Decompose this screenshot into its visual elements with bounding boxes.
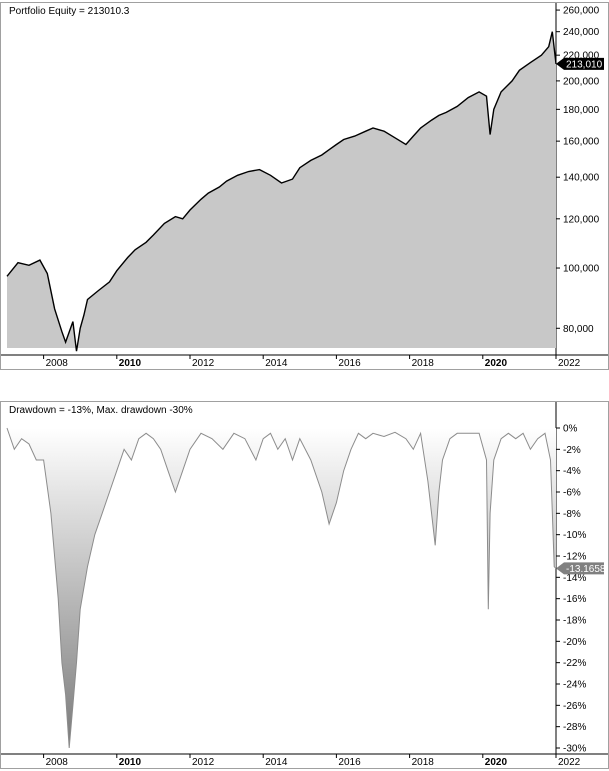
y-tick-label: -20% <box>563 637 586 648</box>
last-value-label: -13.1658 <box>566 564 606 575</box>
last-value-tag <box>556 562 604 575</box>
x-tick-label: 2012 <box>192 358 215 369</box>
y-tick-label: 260,000 <box>563 6 600 17</box>
x-tick-label: 2010 <box>119 358 142 369</box>
y-tick-label: 140,000 <box>563 173 600 184</box>
y-tick-label: 0% <box>563 424 578 435</box>
x-tick-label: 2014 <box>265 358 288 369</box>
x-tick-label: 2020 <box>485 757 508 768</box>
last-value-label: 213,010 <box>566 59 603 70</box>
equity-chart-panel: 80,000 100,000 120,000 140,000 160,000 180,00… <box>0 2 609 370</box>
y-tick-label: -28% <box>563 722 586 733</box>
series-line <box>6 31 557 352</box>
series-line <box>6 427 557 749</box>
y-tick-label: 240,000 <box>563 27 600 38</box>
y-tick-label: 200,000 <box>563 76 600 87</box>
x-tick-label: 2008 <box>46 757 69 768</box>
y-tick-label: -10% <box>563 530 586 541</box>
x-tick-label: 2016 <box>338 358 361 369</box>
drawdown-chart-title: Drawdown = -13%, Max. drawdown -30% <box>9 405 193 416</box>
x-tick-label: 2022 <box>558 757 581 768</box>
y-tick-label: -16% <box>563 594 586 605</box>
y-tick-label: -6% <box>563 488 581 499</box>
x-tick-label: 2008 <box>46 358 69 369</box>
y-tick-label: -12% <box>563 552 586 563</box>
x-tick-label: 2014 <box>265 757 288 768</box>
series-area <box>7 31 556 352</box>
y-tick-label: -26% <box>563 701 586 712</box>
equity-chart-svg: 80,000 100,000 120,000 140,000 160,000 180,00… <box>1 3 608 369</box>
y-tick-label: 80,000 <box>563 324 594 335</box>
last-value-tag <box>556 57 604 70</box>
y-tick-label: 220,000 <box>563 51 600 62</box>
y-tick-label: 180,000 <box>563 105 600 116</box>
x-tick-label: 2012 <box>192 757 215 768</box>
drawdown-chart-panel: 0% -2% -4% -6% -8% -10% -12% -14% -16% -18% -20% -2… <box>0 401 609 769</box>
x-tick-label: 2016 <box>338 757 361 768</box>
y-tick-label: -14% <box>563 573 586 584</box>
y-tick-label: -2% <box>563 445 581 456</box>
y-tick-label: 160,000 <box>563 137 600 148</box>
y-tick-label: -8% <box>563 509 581 520</box>
y-tick-label: -18% <box>563 616 586 627</box>
y-tick-label: -22% <box>563 658 586 669</box>
y-tick-label: 100,000 <box>563 264 600 275</box>
y-tick-label: -4% <box>563 466 581 477</box>
y-tick-label: -24% <box>563 680 586 691</box>
y-tick-label: -30% <box>563 744 586 755</box>
x-tick-label: 2022 <box>558 358 581 369</box>
x-tick-label: 2018 <box>412 358 435 369</box>
equity-chart-title: Portfolio Equity = 213010.3 <box>9 6 130 17</box>
series-area <box>7 428 556 748</box>
y-tick-label: 120,000 <box>563 214 600 225</box>
x-tick-label: 2020 <box>485 358 508 369</box>
x-tick-label: 2010 <box>119 757 142 768</box>
drawdown-chart-svg: 0% -2% -4% -6% -8% -10% -12% -14% -16% -18% -20% -2… <box>1 402 608 768</box>
x-tick-label: 2018 <box>412 757 435 768</box>
